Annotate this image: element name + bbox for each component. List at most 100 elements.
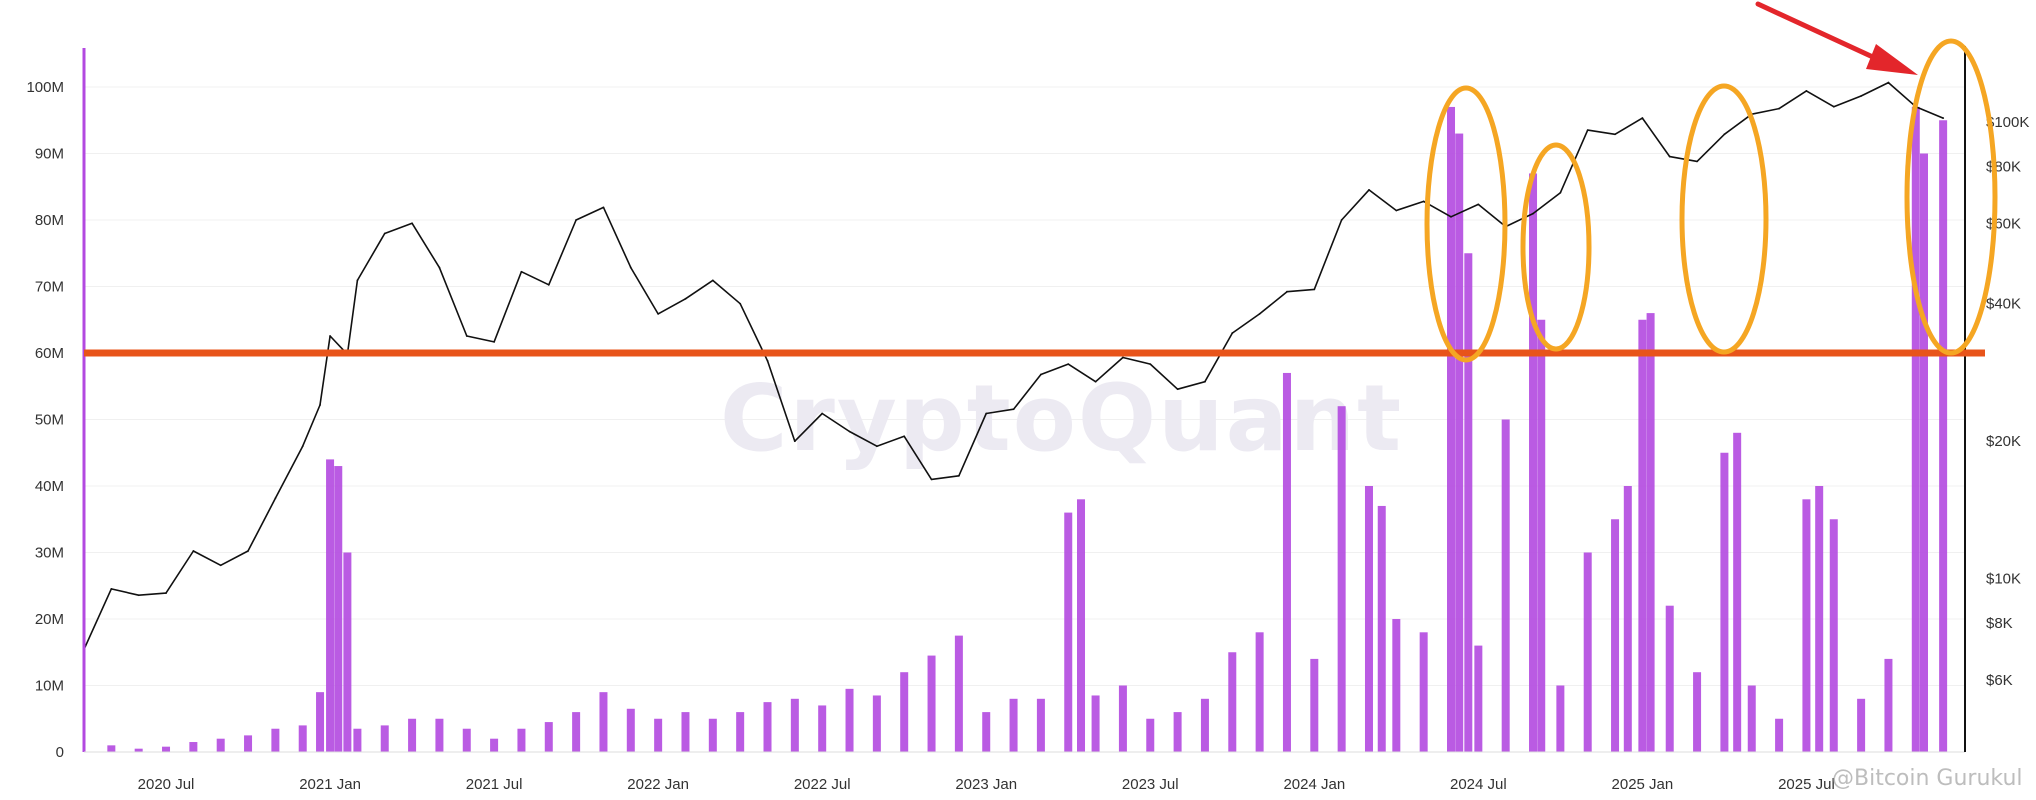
price-point-19	[547, 283, 550, 286]
price-point-13	[383, 232, 386, 235]
bar-37	[1009, 698, 1018, 752]
price-point-7	[274, 497, 277, 500]
price-point-41	[1149, 363, 1152, 366]
price-point-29	[821, 412, 824, 415]
price-point-45	[1258, 313, 1261, 315]
right-tick-label-6: $80K	[1986, 158, 2021, 175]
bar-41	[1091, 695, 1100, 752]
bar-7	[271, 728, 280, 752]
bar-18	[490, 738, 499, 752]
arrow-shaft	[1755, 1, 1891, 67]
x-tick-label-3: 2022 Jan	[627, 776, 689, 793]
price-point-67	[1860, 95, 1863, 97]
bar-62	[1556, 685, 1565, 752]
bar-4	[189, 742, 198, 752]
bar-32	[872, 695, 881, 752]
right-tick-label-5: $60K	[1986, 215, 2021, 232]
bar-77	[1857, 698, 1866, 752]
bar-49	[1310, 658, 1319, 752]
x-tick-label-2: 2021 Jul	[466, 776, 523, 793]
price-point-70	[1942, 117, 1945, 119]
x-tick-label-7: 2024 Jan	[1283, 776, 1345, 793]
highlight-ellipse-3	[1904, 38, 1998, 356]
left-tick-label-7: 70M	[35, 279, 64, 296]
bar-73	[1775, 718, 1784, 752]
price-point-58	[1614, 133, 1616, 136]
bar-2	[134, 748, 143, 752]
bar-44	[1173, 712, 1182, 752]
price-point-50	[1395, 209, 1398, 212]
bar-11	[334, 466, 343, 752]
price-point-33	[930, 478, 933, 481]
bar-27	[736, 712, 745, 752]
bar-67	[1646, 313, 1655, 752]
bar-9	[316, 692, 325, 752]
bar-79	[1911, 106, 1920, 752]
price-point-59	[1641, 117, 1644, 119]
price-point-3	[165, 592, 167, 594]
price-point-12	[356, 279, 359, 282]
x-tick-label-9: 2025 Jan	[1612, 776, 1674, 793]
price-point-49	[1368, 189, 1370, 191]
bar-43	[1146, 718, 1155, 752]
bar-81	[1939, 120, 1948, 752]
price-point-55	[1532, 212, 1534, 215]
bar-59	[1501, 419, 1510, 752]
bar-69	[1693, 672, 1702, 752]
price-point-17	[493, 340, 496, 343]
bar-16	[435, 718, 444, 752]
right-tick-label-1: $8K	[1986, 615, 2013, 632]
bar-56	[1455, 133, 1464, 753]
bar-66	[1638, 319, 1647, 752]
bar-76	[1829, 519, 1838, 752]
bar-71	[1733, 432, 1742, 752]
price-point-64	[1778, 107, 1780, 110]
price-point-47	[1313, 288, 1316, 291]
bar-54	[1419, 632, 1428, 752]
price-point-46	[1286, 290, 1288, 293]
bar-26	[708, 718, 717, 752]
price-point-30	[848, 430, 851, 433]
price-point-52	[1450, 215, 1452, 218]
price-point-10	[329, 335, 331, 337]
left-tick-label-5: 50M	[35, 412, 64, 429]
price-point-32	[903, 435, 906, 438]
bar-33	[900, 672, 909, 752]
bar-39	[1064, 512, 1073, 752]
price-point-62	[1723, 133, 1726, 136]
bar-24	[654, 718, 663, 752]
price-point-25	[711, 279, 714, 282]
bar-68	[1665, 605, 1674, 752]
watermark-logo: CryptoQuant	[720, 365, 1403, 472]
bar-57	[1464, 253, 1473, 752]
price-point-57	[1586, 129, 1589, 131]
bar-19	[517, 728, 526, 752]
left-tick-label-8: 80M	[35, 212, 64, 229]
price-point-35	[985, 412, 988, 415]
price-point-2	[137, 594, 140, 597]
x-tick-label-6: 2023 Jul	[1122, 776, 1179, 793]
bar-14	[380, 725, 389, 752]
bar-47	[1255, 632, 1264, 752]
price-point-51	[1422, 200, 1425, 203]
bar-50	[1337, 406, 1346, 752]
price-point-42	[1176, 388, 1179, 391]
right-tick-label-2: $10K	[1986, 571, 2021, 588]
bar-13	[353, 728, 362, 752]
left-tick-label-1: 10M	[35, 678, 64, 695]
bar-72	[1747, 685, 1756, 752]
bar-58	[1474, 645, 1483, 752]
price-point-1	[110, 587, 113, 590]
left-tick-label-9: 90M	[35, 146, 64, 163]
left-tick-label-2: 20M	[35, 611, 64, 628]
right-tick-label-3: $20K	[1986, 433, 2021, 450]
right-tick-label-7: $100K	[1986, 114, 2029, 131]
highlight-ellipse-1	[1520, 142, 1592, 352]
bar-78	[1884, 658, 1893, 752]
x-tick-label-10: 2025 Jul	[1778, 776, 1835, 793]
price-point-27	[766, 359, 769, 362]
bar-75	[1815, 486, 1824, 752]
x-tick-label-4: 2022 Jul	[794, 776, 851, 793]
